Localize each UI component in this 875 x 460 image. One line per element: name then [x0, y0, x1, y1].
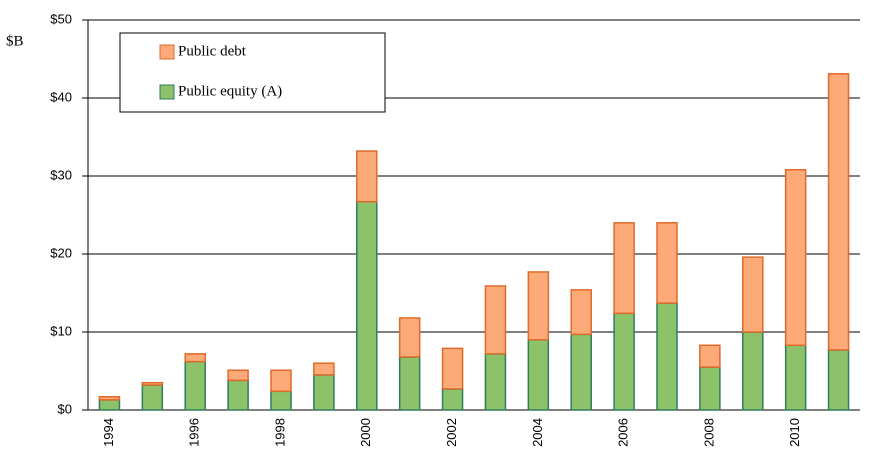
bar-segment: [784, 169, 807, 347]
legend-swatch: [159, 44, 175, 60]
y-axis-label: $B: [6, 33, 24, 49]
x-tick-label: 1996: [187, 418, 202, 447]
x-tick-label: 2000: [358, 418, 373, 447]
legend-swatch: [159, 84, 175, 100]
bar-segment: [742, 331, 764, 411]
bar-segment: [527, 339, 550, 411]
bar-segment: [570, 333, 592, 411]
x-tick-label: 1998: [272, 418, 287, 447]
bar-segment: [441, 388, 464, 411]
bar-segment: [742, 256, 764, 333]
bar-segment: [227, 379, 249, 411]
legend-label: Public debt: [178, 43, 247, 59]
bar-segment: [313, 374, 335, 411]
bar-segment: [270, 390, 292, 411]
bar-segment: [441, 347, 464, 390]
x-tick-label: 2008: [701, 418, 716, 447]
bar-segment: [184, 353, 206, 363]
bar-segment: [184, 360, 206, 411]
bar-segment: [613, 312, 635, 411]
y-tick-label: $40: [50, 89, 72, 104]
bar-segment: [699, 344, 721, 368]
bar-segment: [613, 222, 635, 315]
bar-segment: [356, 200, 378, 411]
legend: Public debt Public equity (A): [119, 32, 386, 113]
bar-segment: [356, 150, 378, 203]
bar-segment: [270, 369, 292, 393]
x-tick-label: 2010: [787, 418, 802, 447]
bar-segment: [484, 353, 507, 411]
x-tick-label: 2004: [530, 418, 545, 447]
bar-segment: [98, 399, 121, 411]
bar-segment: [784, 344, 807, 411]
y-tick-label: $30: [50, 167, 72, 182]
bar-segment: [227, 369, 249, 382]
x-tick-label: 1994: [101, 418, 116, 447]
bar-segment: [656, 302, 678, 411]
bar-segment: [527, 271, 550, 341]
bar-segment: [141, 384, 164, 411]
bar-segment: [827, 73, 850, 351]
legend-label: Public equity (A): [178, 83, 282, 99]
bar-segment: [484, 285, 507, 355]
bar-segment: [827, 349, 850, 411]
bar-segment: [98, 395, 121, 401]
x-tick-label: 2006: [616, 418, 631, 447]
y-tick-label: $10: [50, 323, 72, 338]
bar-segment: [656, 222, 678, 304]
y-tick-label: $50: [50, 11, 72, 26]
x-tick-label: 2002: [444, 418, 459, 447]
bar-segment: [141, 381, 164, 386]
bar-segment: [570, 289, 592, 336]
y-tick-label: $20: [50, 245, 72, 260]
bar-segment: [313, 362, 335, 376]
bar-segment: [398, 317, 421, 358]
bar-segment: [699, 366, 721, 411]
bar-segment: [398, 356, 421, 411]
y-tick-label: $0: [58, 401, 72, 416]
